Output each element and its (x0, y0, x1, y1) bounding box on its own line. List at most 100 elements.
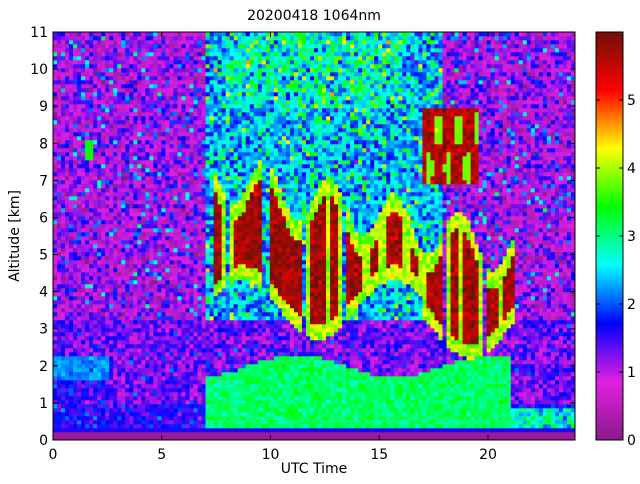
heatmap-cell (189, 76, 194, 81)
heatmap-cell (81, 316, 86, 321)
heatmap-cell (117, 180, 122, 185)
heatmap-cell (161, 244, 166, 249)
heatmap-cell (133, 300, 138, 305)
heatmap-cell (177, 100, 182, 105)
heatmap-cell (121, 128, 126, 133)
heatmap-cell (205, 272, 210, 277)
heatmap-cell (237, 296, 243, 301)
heatmap-cell (101, 232, 106, 237)
heatmap-cell (125, 376, 130, 381)
heatmap-cell (145, 392, 150, 397)
heatmap-cell (241, 368, 247, 373)
heatmap-cell (53, 96, 58, 101)
heatmap-cell (225, 344, 230, 349)
heatmap-cell (109, 40, 114, 45)
heatmap-cell (209, 40, 214, 45)
heatmap-cell (101, 152, 106, 157)
heatmap-cell (73, 424, 78, 429)
heatmap-cell (245, 364, 251, 369)
heatmap-cell (181, 272, 186, 277)
heatmap-cell (69, 360, 74, 365)
heatmap-cell (209, 416, 214, 421)
heatmap-cell (73, 260, 78, 265)
heatmap-cell (149, 376, 154, 381)
heatmap-cell (201, 216, 206, 221)
heatmap-cell (221, 372, 226, 377)
heatmap-cell (185, 352, 190, 357)
heatmap-cell (237, 92, 243, 97)
heatmap-cell (65, 356, 70, 361)
heatmap-cell (101, 400, 106, 405)
heatmap-cell (93, 32, 98, 37)
heatmap-cell (213, 40, 218, 45)
heatmap-cell (145, 232, 150, 237)
heatmap-cell (153, 100, 158, 105)
heatmap-cell (141, 364, 146, 369)
heatmap-cell (53, 152, 58, 157)
heatmap-cell (77, 352, 82, 357)
heatmap-cell (217, 336, 222, 341)
heatmap-cell (225, 204, 230, 209)
heatmap-cell (105, 84, 110, 89)
heatmap-cell (133, 416, 138, 421)
heatmap-cell (133, 340, 138, 345)
heatmap-cell (65, 180, 70, 185)
heatmap-cell (145, 356, 150, 361)
heatmap-cell (149, 316, 154, 321)
heatmap-cell (181, 428, 186, 433)
heatmap-cell (89, 184, 94, 189)
heatmap-cell (149, 164, 154, 169)
heatmap-cell (57, 56, 62, 61)
heatmap-cell (209, 272, 214, 277)
heatmap-cell (117, 284, 122, 289)
heatmap-cell (197, 116, 202, 121)
heatmap-cell (189, 40, 194, 45)
heatmap-cell (229, 152, 234, 157)
heatmap-cell (229, 112, 234, 117)
heatmap-cell (217, 144, 222, 149)
heatmap-cell (89, 304, 94, 309)
heatmap-cell (193, 308, 198, 313)
heatmap-cell (157, 168, 162, 173)
heatmap-cell (97, 284, 102, 289)
heatmap-cell (213, 60, 218, 65)
heatmap-cell (193, 288, 198, 293)
heatmap-cell (61, 132, 66, 137)
heatmap-cell (209, 104, 214, 109)
heatmap-cell (221, 428, 226, 433)
heatmap-cell (205, 268, 210, 273)
heatmap-cell (153, 176, 158, 181)
heatmap-cell (73, 280, 78, 285)
heatmap-cell (157, 104, 162, 109)
heatmap-cell (225, 276, 230, 281)
heatmap-cell (241, 316, 247, 321)
heatmap-cell (229, 268, 234, 273)
heatmap-cell (109, 36, 114, 41)
heatmap-cell (181, 256, 186, 261)
heatmap-cell (57, 220, 62, 225)
heatmap-cell (117, 156, 122, 161)
heatmap-cell (141, 332, 146, 337)
heatmap-cell (205, 36, 210, 41)
heatmap-cell (225, 144, 230, 149)
heatmap-cell (85, 436, 90, 440)
heatmap-cell (197, 304, 202, 309)
heatmap-cell (245, 96, 251, 101)
heatmap-cell (197, 292, 202, 297)
heatmap-cell (177, 392, 182, 397)
heatmap-cell (161, 228, 166, 233)
heatmap-cell (233, 344, 239, 349)
heatmap-cell (173, 412, 178, 417)
heatmap-cell (161, 260, 166, 265)
heatmap-cell (125, 188, 130, 193)
heatmap-cell (217, 400, 222, 405)
heatmap-cell (225, 352, 230, 357)
heatmap-cell (89, 332, 94, 337)
heatmap-cell (141, 300, 146, 305)
heatmap-cell (141, 292, 146, 297)
heatmap-cell (77, 416, 82, 421)
heatmap-cell (113, 364, 118, 369)
heatmap-cell (89, 144, 94, 149)
heatmap-cell (229, 120, 234, 125)
heatmap-cell (221, 168, 226, 173)
